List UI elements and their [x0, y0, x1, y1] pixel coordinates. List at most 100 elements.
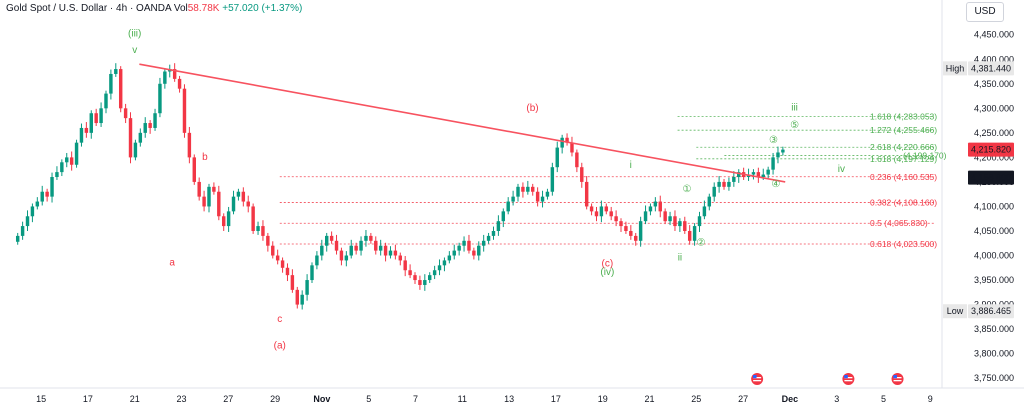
fib-level-label: 2.618 (4,220.666) [870, 142, 937, 152]
price-tag-value: 3,886.465 [971, 306, 1011, 316]
candle-body [94, 113, 98, 124]
y-tick-label: 3,750.000 [974, 373, 1014, 383]
wave-label: (c) [602, 258, 614, 269]
candle-body [776, 152, 780, 158]
candle-body [560, 137, 564, 148]
candle-body [398, 255, 403, 261]
y-tick-label: 3,950.000 [974, 275, 1014, 285]
candle-body [403, 260, 407, 271]
candle-body [609, 211, 613, 217]
candle-body [114, 69, 118, 74]
price-tag-bg [968, 170, 1014, 185]
candle-body [467, 240, 471, 251]
candle-body [364, 235, 368, 241]
wave-label: iv [838, 164, 845, 175]
wave-label: (iv) [600, 267, 614, 278]
chart-header: Gold Spot / U.S. Dollar · 4h · OANDA Vol… [6, 3, 302, 14]
candle-body [271, 245, 275, 256]
candle-body [55, 172, 59, 178]
y-tick-label: 4,400.000 [974, 54, 1014, 64]
candle-body [619, 221, 623, 227]
candle-body [246, 201, 250, 207]
wave-label: ② [696, 238, 705, 249]
candle-body [722, 181, 726, 187]
candle-body [687, 230, 692, 241]
volume-value: 58.78K [187, 3, 220, 14]
candle-body [521, 186, 525, 192]
candle-body [516, 186, 520, 197]
flag-canton [893, 375, 897, 379]
flag-stripe [844, 380, 853, 382]
currency-button[interactable]: USD [966, 2, 1004, 22]
x-tick-label: 21 [644, 394, 654, 404]
y-tick-label: 4,200.000 [974, 152, 1014, 162]
candle-body [334, 240, 339, 251]
candle-body [118, 69, 123, 109]
candle-body [678, 221, 682, 227]
wave-label: c [277, 314, 282, 325]
us-flag-event-icon[interactable] [750, 372, 765, 386]
candle-body [383, 245, 388, 256]
wave-label: ④ [771, 179, 780, 190]
candle-body [187, 132, 192, 158]
candle-body [653, 201, 658, 207]
wave-label: ii [678, 252, 682, 263]
flag-stripe [753, 377, 762, 379]
wave-label: (b) [526, 103, 538, 114]
fib-level-label: 1.618 (4,197.129) [870, 154, 937, 164]
y-tick-label: 3,800.000 [974, 349, 1014, 359]
candle-body [290, 275, 295, 290]
wave-label: ① [682, 184, 691, 195]
candle-body [89, 113, 93, 133]
candle-body [349, 245, 353, 256]
candle-body [589, 206, 594, 212]
trendline[interactable] [139, 63, 786, 183]
candle-body [428, 275, 432, 281]
x-tick-label: 27 [738, 394, 748, 404]
candle-body [663, 211, 667, 222]
candle-body [638, 221, 643, 241]
price-tag-label-bg [943, 304, 967, 319]
candle-body [280, 260, 285, 268]
x-tick-label: 27 [223, 394, 233, 404]
candle-body [207, 186, 211, 207]
flag-stripe [893, 377, 902, 379]
price-tag-bg [968, 142, 1014, 157]
candle-body [462, 240, 466, 246]
x-tick-label: 17 [83, 394, 93, 404]
flag-stripe [753, 380, 762, 382]
candle-body [481, 240, 486, 246]
x-tick-label: 11 [458, 394, 467, 404]
candle-body [241, 191, 246, 202]
candle-body [727, 181, 731, 187]
y-tick-label: 4,300.000 [974, 103, 1014, 113]
candle-body [634, 235, 638, 241]
candle-body [756, 172, 761, 178]
candle-body [217, 191, 221, 217]
candle-body [565, 137, 569, 143]
candle-body [584, 181, 589, 207]
candle-body [457, 245, 461, 251]
candle-body [128, 118, 133, 158]
candle-body [388, 250, 393, 256]
candle-body [192, 157, 196, 182]
price-change: +57.020 (+1.37%) [222, 3, 303, 14]
price-tag-label-bg [943, 61, 967, 76]
wave-label: ⑤ [790, 120, 799, 131]
us-flag-event-icon[interactable] [890, 372, 905, 386]
candle-body [648, 206, 653, 212]
y-tick-label: 4,250.000 [974, 128, 1014, 138]
candle-body [629, 230, 633, 236]
fib-level-label: 0.382 (4,108.160) [870, 197, 937, 207]
wave-label: ③ [769, 135, 778, 146]
us-flag-event-icon[interactable] [841, 372, 856, 386]
candle-body [84, 127, 89, 133]
flag-stripe [893, 380, 902, 382]
flag-canton [844, 375, 848, 379]
candle-body [472, 250, 476, 256]
candle-body [369, 235, 373, 241]
candle-body [437, 265, 442, 271]
candle-body [673, 216, 677, 227]
price-tag-value: 4,215.820 [971, 145, 1011, 155]
